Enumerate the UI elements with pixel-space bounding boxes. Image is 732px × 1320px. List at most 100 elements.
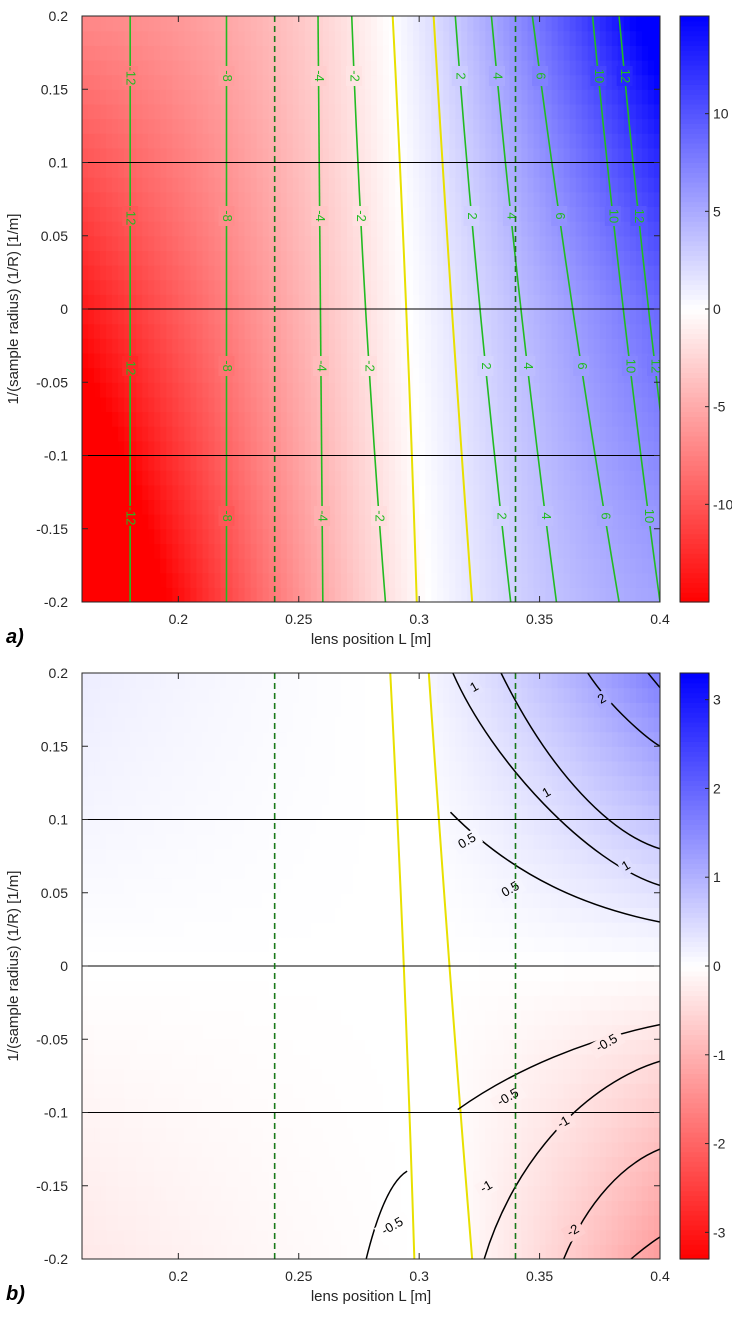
heatmap-cell — [238, 133, 246, 149]
heatmap-cell — [268, 367, 276, 383]
heatmap-cell — [106, 1156, 113, 1172]
heatmap-cell — [371, 426, 378, 442]
heatmap-cell — [377, 74, 384, 90]
heatmap-cell — [551, 30, 559, 46]
heatmap-cell — [377, 484, 384, 501]
heatmap-cell — [136, 74, 143, 90]
heatmap-cell — [605, 250, 613, 266]
heatmap-cell — [461, 162, 468, 178]
heatmap-cell — [551, 484, 559, 501]
heatmap-cell — [124, 265, 131, 281]
heatmap-cell — [316, 382, 324, 398]
heatmap-cell — [178, 804, 185, 821]
heatmap-cell — [130, 177, 137, 193]
heatmap-cell — [443, 426, 450, 442]
heatmap-cell — [569, 470, 577, 486]
heatmap-cell — [443, 45, 450, 61]
heatmap-cell — [443, 367, 450, 383]
heatmap-cell — [172, 250, 179, 266]
heatmap-cell — [190, 1112, 197, 1128]
heatmap-cell — [142, 1229, 149, 1245]
heatmap-cell — [112, 790, 119, 806]
heatmap-cell — [226, 45, 234, 61]
heatmap-cell — [491, 352, 499, 369]
heatmap-cell — [286, 455, 294, 471]
heatmap-cell — [352, 396, 360, 413]
heatmap-cell — [346, 396, 354, 413]
heatmap-cell — [112, 731, 119, 747]
heatmap-cell — [383, 455, 390, 471]
heatmap-cell — [431, 118, 438, 134]
heatmap-cell — [208, 1171, 216, 1187]
heatmap-cell — [647, 221, 655, 237]
heatmap-cell — [310, 587, 318, 602]
heatmap-cell — [491, 426, 499, 442]
heatmap-cell — [112, 922, 119, 938]
heatmap-cell — [130, 118, 137, 134]
heatmap-cell — [166, 279, 173, 295]
heatmap-cell — [232, 89, 240, 105]
heatmap-cell — [88, 775, 95, 791]
heatmap-cell — [238, 103, 246, 120]
heatmap-cell — [352, 426, 360, 442]
heatmap-cell — [184, 74, 191, 90]
heatmap-cell — [431, 440, 438, 457]
heatmap-cell — [533, 103, 541, 120]
heatmap-cell — [202, 265, 210, 281]
heatmap-cell — [232, 118, 240, 134]
heatmap-cell — [148, 367, 155, 383]
heatmap-cell — [419, 118, 426, 134]
heatmap-cell — [154, 760, 161, 777]
contour-label: 10 — [606, 209, 621, 223]
heatmap-cell — [280, 221, 288, 237]
contour-label: 2 — [465, 212, 480, 219]
heatmap-cell — [419, 558, 426, 574]
colorbar-step — [680, 426, 709, 432]
heatmap-cell — [352, 147, 360, 164]
heatmap-cell — [178, 455, 185, 471]
heatmap-cell — [503, 16, 511, 32]
heatmap-cell — [473, 499, 480, 515]
heatmap-cell — [106, 1215, 113, 1231]
heatmap-cell — [557, 294, 565, 310]
heatmap-cell — [617, 455, 625, 471]
heatmap-cell — [142, 673, 149, 689]
heatmap-cell — [184, 426, 191, 442]
heatmap-cell — [202, 892, 210, 908]
heatmap-cell — [208, 980, 216, 996]
heatmap-cell — [142, 455, 149, 471]
heatmap-cell — [268, 558, 276, 574]
heatmap-cell — [172, 294, 179, 310]
heatmap-cell — [142, 426, 149, 442]
heatmap-cell — [118, 323, 125, 339]
heatmap-cell — [196, 731, 204, 747]
heatmap-cell — [377, 221, 384, 237]
heatmap-cell — [419, 294, 426, 310]
heatmap-cell — [202, 702, 210, 718]
heatmap-cell — [449, 30, 456, 46]
heatmap-cell — [154, 716, 161, 733]
heatmap-cell — [124, 1127, 131, 1143]
heatmap-cell — [310, 235, 318, 251]
heatmap-cell — [389, 147, 396, 164]
heatmap-cell — [587, 206, 595, 222]
heatmap-cell — [611, 499, 619, 515]
heatmap-cell — [184, 907, 191, 923]
heatmap-cell — [208, 1141, 216, 1158]
heatmap-cell — [599, 528, 607, 544]
heatmap-cell — [136, 1039, 143, 1055]
heatmap-cell — [196, 892, 204, 908]
heatmap-cell — [557, 191, 565, 208]
heatmap-cell — [389, 470, 396, 486]
heatmap-cell — [160, 1171, 167, 1187]
heatmap-cell — [521, 221, 529, 237]
heatmap-cell — [617, 118, 625, 134]
heatmap-cell — [112, 1244, 119, 1259]
heatmap-cell — [214, 309, 222, 325]
heatmap-cell — [334, 45, 342, 61]
colorbar-step — [680, 455, 709, 461]
heatmap-cell — [280, 30, 288, 46]
contour-label-bg — [621, 356, 638, 376]
heatmap-cell — [166, 440, 173, 457]
heatmap-cell — [310, 191, 318, 208]
